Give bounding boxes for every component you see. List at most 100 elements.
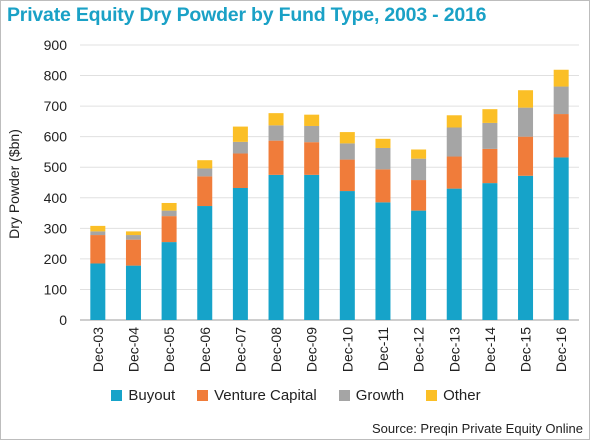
bar-segment-other: [411, 149, 427, 159]
x-tick-label: Dec-07: [232, 327, 248, 372]
bar-segment-other: [375, 138, 391, 148]
bar-segment-other: [482, 109, 498, 123]
bar-segment-other: [161, 202, 177, 211]
bar-segment-buyout: [411, 210, 427, 320]
bar-segment-growth: [125, 235, 141, 240]
bar-segment-growth: [268, 125, 284, 141]
bar-segment-other: [125, 231, 141, 236]
y-tick-label: 100: [44, 281, 68, 297]
legend-swatch: [338, 390, 350, 401]
bar-segment-growth: [375, 147, 391, 170]
x-tick-label: Dec-05: [161, 327, 177, 372]
y-tick-label: 0: [59, 312, 67, 328]
legend-label: Venture Capital: [214, 387, 317, 404]
y-tick-label: 900: [44, 37, 68, 53]
legend-label: Growth: [355, 387, 405, 404]
x-tick-label: Dec-14: [482, 327, 498, 372]
bar-segment-venture-capital: [446, 156, 462, 189]
x-tick-label: Dec-13: [446, 327, 462, 372]
bar-segment-other: [268, 113, 284, 126]
bar-segment-other: [90, 225, 106, 232]
bar-segment-venture-capital: [161, 216, 177, 243]
y-axis-label: Dry Powder ($bn): [6, 129, 22, 239]
y-tick-label: 200: [44, 251, 68, 267]
bar-segment-venture-capital: [268, 140, 284, 175]
legend-item-venture-capital: Venture Capital: [197, 387, 317, 404]
bar-segment-venture-capital: [197, 176, 213, 207]
grid-lines: [80, 44, 579, 321]
bar-segment-venture-capital: [375, 169, 391, 203]
bar-segment-venture-capital: [90, 235, 106, 264]
bar-segment-buyout: [90, 263, 106, 320]
chart-title: Private Equity Dry Powder by Fund Type, …: [7, 4, 487, 26]
bar-segment-growth: [446, 127, 462, 157]
bar-segment-growth: [339, 143, 355, 160]
bar-segment-buyout: [125, 265, 141, 320]
y-tick-label: 400: [44, 190, 68, 206]
bar-segment-buyout: [197, 206, 213, 320]
x-tick-label: Dec-04: [125, 327, 141, 372]
bar-segment-buyout: [268, 174, 284, 320]
bar-segment-venture-capital: [482, 148, 498, 184]
source-note: Source: Preqin Private Equity Online: [372, 421, 583, 436]
x-tick-label: Dec-03: [90, 327, 106, 372]
bar-segment-growth: [161, 210, 177, 217]
bar-segment-venture-capital: [553, 114, 569, 158]
y-tick-label: 700: [44, 98, 68, 114]
bar-segment-growth: [90, 231, 106, 236]
bar-segment-venture-capital: [125, 239, 141, 266]
bar-segment-other: [518, 90, 534, 108]
bar-segment-other: [339, 132, 355, 144]
y-tick-labels: 0 100 200 300 400 500 600 700 800 900: [44, 37, 68, 328]
bar-segment-venture-capital: [232, 153, 248, 188]
bar-segment-venture-capital: [339, 159, 355, 192]
legend-swatch: [197, 390, 209, 401]
bar-segment-growth: [197, 168, 213, 177]
bar-segment-buyout: [518, 175, 534, 320]
bar-segment-buyout: [232, 188, 248, 320]
legend-item-growth: Growth: [338, 387, 405, 404]
bar-segment-other: [446, 115, 462, 128]
x-tick-label: Dec-10: [339, 327, 355, 372]
legend-item-buyout: Buyout: [111, 387, 175, 404]
bar-segment-buyout: [161, 242, 177, 320]
x-tick-label: Dec-12: [411, 327, 427, 372]
legend-swatch: [111, 390, 123, 401]
bar-segment-other: [232, 126, 248, 142]
bar-segment-growth: [518, 107, 534, 137]
x-tick-label: Dec-11: [375, 327, 391, 371]
chart-legend: Buyout Venture Capital Growth Other: [1, 387, 590, 404]
bar-segment-growth: [304, 125, 320, 143]
bar-segment-buyout: [375, 202, 391, 320]
bar-segment-venture-capital: [518, 136, 534, 176]
bar-segment-growth: [232, 141, 248, 154]
y-tick-label: 800: [44, 68, 68, 84]
x-tick-label: Dec-08: [268, 327, 284, 372]
bar-segment-buyout: [482, 183, 498, 320]
bar-segment-other: [197, 160, 213, 169]
bar-segment-growth: [482, 122, 498, 149]
bar-segment-buyout: [446, 188, 462, 320]
legend-label: Other: [443, 387, 481, 404]
bar-segment-growth: [553, 86, 569, 115]
bar-segment-venture-capital: [411, 180, 427, 211]
x-tick-label: Dec-09: [304, 327, 320, 372]
bar-segment-buyout: [553, 157, 569, 320]
y-tick-label: 300: [44, 220, 68, 236]
x-tick-label: Dec-15: [518, 327, 534, 372]
y-tick-label: 600: [44, 129, 68, 145]
bar-segment-venture-capital: [304, 142, 320, 175]
x-tick-label: Dec-06: [197, 327, 213, 372]
x-tick-labels: Dec-03 Dec-04 Dec-05 Dec-06 Dec-07 Dec-08 Dec-…: [90, 327, 569, 372]
bar-segment-buyout: [339, 191, 355, 320]
bar-segment-other: [304, 114, 320, 126]
legend-swatch: [426, 390, 438, 401]
legend-label: Buyout: [128, 387, 176, 404]
bar-segment-buyout: [304, 174, 320, 320]
bar-segment-other: [553, 69, 569, 87]
bars: [90, 69, 569, 320]
legend-item-other: Other: [426, 387, 481, 404]
x-tick-label: Dec-16: [553, 327, 569, 372]
